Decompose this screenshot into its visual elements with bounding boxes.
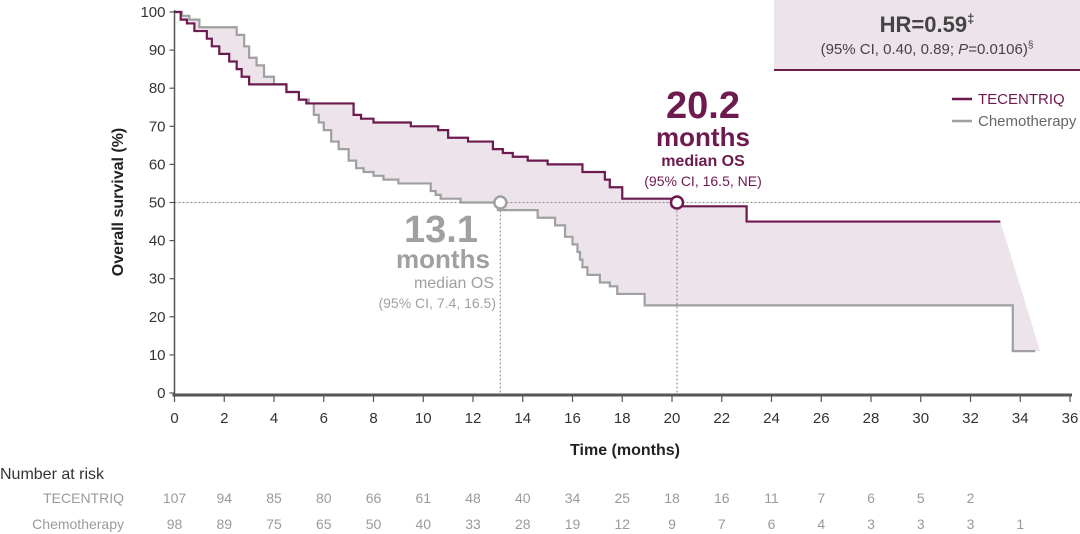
y-tick-label-90: 90 xyxy=(149,42,166,59)
risk-cell: 3 xyxy=(867,516,875,532)
risk-cell: 25 xyxy=(614,490,630,506)
x-tick-label-22: 22 xyxy=(713,410,730,427)
median-marker-tecentriq xyxy=(669,195,685,210)
x-axis-title: Time (months) xyxy=(570,442,680,459)
risk-cell: 6 xyxy=(768,516,776,532)
x-tick-label-14: 14 xyxy=(514,410,531,427)
y-tick-label-40: 40 xyxy=(149,233,166,250)
x-tick-label-18: 18 xyxy=(614,410,631,427)
y-tick-label-10: 10 xyxy=(149,347,166,364)
risk-cell: 7 xyxy=(718,516,726,532)
series-line-chemotherapy xyxy=(174,10,1036,353)
y-axis-title: Overall survival (%) xyxy=(110,128,127,277)
risk-cell: 3 xyxy=(917,516,925,532)
risk-cell: 16 xyxy=(714,490,730,506)
x-tick-label-10: 10 xyxy=(415,410,432,427)
risk-cell: 5 xyxy=(917,490,925,506)
y-tick-label-20: 20 xyxy=(149,309,166,326)
series-line-tecentriq xyxy=(174,10,1001,223)
risk-cell: 18 xyxy=(664,490,680,506)
risk-cell: 9 xyxy=(668,516,676,532)
x-tick-label-0: 0 xyxy=(170,410,178,427)
x-tick-label-6: 6 xyxy=(320,410,328,427)
tecentriq-median-unit: months xyxy=(656,122,750,152)
legend-label-tecentriq: TECENTRIQ xyxy=(978,91,1065,108)
risk-cell: 98 xyxy=(167,516,183,532)
series-lines xyxy=(174,10,1036,353)
x-tick-label-36: 36 xyxy=(1062,410,1079,427)
x-tick-label-8: 8 xyxy=(369,410,377,427)
x-tick-label-32: 32 xyxy=(962,410,979,427)
risk-cell: 107 xyxy=(163,490,187,506)
risk-cell: 6 xyxy=(867,490,875,506)
y-tick-label-60: 60 xyxy=(149,156,166,173)
risk-cell: 34 xyxy=(565,490,581,506)
y-tick-label-100: 100 xyxy=(140,4,165,21)
risk-cell: 85 xyxy=(266,490,282,506)
chemo-median-ci: (95% CI, 7.4, 16.5) xyxy=(378,295,496,311)
x-tick-label-12: 12 xyxy=(465,410,482,427)
risk-row-label: Chemotherapy xyxy=(32,516,124,532)
risk-cell: 61 xyxy=(415,490,431,506)
x-tick-label-24: 24 xyxy=(763,410,780,427)
risk-row-label: TECENTRIQ xyxy=(43,490,124,506)
x-tick-label-30: 30 xyxy=(912,410,929,427)
hr-ci: (95% CI, 0.40, 0.89; P=0.0106)§ xyxy=(821,40,1034,58)
risk-cell: 48 xyxy=(465,490,481,506)
risk-cell: 33 xyxy=(465,516,481,532)
tecentriq-median-annotation: 20.2 months median OS (95% CI, 16.5, NE) xyxy=(644,85,762,189)
median-markers xyxy=(493,195,685,210)
hr-box xyxy=(774,0,1080,70)
hr-title: HR=0.59‡ xyxy=(880,11,975,37)
risk-cell: 40 xyxy=(415,516,431,532)
median-marker-chemotherapy xyxy=(493,195,508,210)
x-tick-label-28: 28 xyxy=(863,410,880,427)
risk-cell: 2 xyxy=(967,490,975,506)
risk-cell: 19 xyxy=(565,516,581,532)
chemo-median-annotation: 13.1 months median OS (95% CI, 7.4, 16.5… xyxy=(378,209,496,311)
risk-cell: 28 xyxy=(515,516,531,532)
risk-cell: 66 xyxy=(366,490,382,506)
risk-cell: 89 xyxy=(216,516,232,532)
x-tick-label-2: 2 xyxy=(220,410,228,427)
legend: TECENTRIQ Chemotherapy xyxy=(952,91,1077,130)
x-tick-label-20: 20 xyxy=(664,410,681,427)
chemo-median-label: median OS xyxy=(414,275,494,292)
survival-difference-area xyxy=(174,12,1041,352)
risk-cell: 4 xyxy=(817,516,825,532)
risk-cell: 65 xyxy=(316,516,332,532)
risk-cell: 3 xyxy=(967,516,975,532)
chemo-median-value: 13.1 xyxy=(404,209,478,251)
y-tick-label-80: 80 xyxy=(149,80,166,97)
y-tick-label-50: 50 xyxy=(149,195,166,212)
reference-lines xyxy=(174,202,1080,393)
between-curves-fill xyxy=(174,12,1041,352)
tecentriq-median-value: 20.2 xyxy=(666,85,740,127)
risk-table: Number at risk TECENTRIQ 107 94 85 80 66 61 48 4… xyxy=(0,466,1024,532)
risk-table-title: Number at risk xyxy=(0,466,105,483)
tecentriq-median-ci: (95% CI, 16.5, NE) xyxy=(644,173,762,189)
risk-cell: 40 xyxy=(515,490,531,506)
tecentriq-median-label: median OS xyxy=(661,153,745,170)
risk-cell: 12 xyxy=(614,516,630,532)
risk-cell: 11 xyxy=(764,490,779,506)
risk-cell: 7 xyxy=(817,490,825,506)
y-tick-label-0: 0 xyxy=(157,385,165,402)
legend-label-chemotherapy: Chemotherapy xyxy=(978,113,1077,130)
chemo-median-unit: months xyxy=(396,244,490,274)
y-tick-label-30: 30 xyxy=(149,271,166,288)
x-tick-label-4: 4 xyxy=(270,410,278,427)
y-tick-label-70: 70 xyxy=(149,118,166,135)
x-tick-label-34: 34 xyxy=(1012,410,1029,427)
risk-cell: 1 xyxy=(1016,516,1024,532)
x-tick-label-16: 16 xyxy=(564,410,581,427)
risk-cell: 50 xyxy=(366,516,382,532)
x-tick-label-26: 26 xyxy=(813,410,830,427)
risk-cell: 94 xyxy=(216,490,232,506)
risk-cell: 80 xyxy=(316,490,332,506)
risk-cell: 75 xyxy=(266,516,282,532)
